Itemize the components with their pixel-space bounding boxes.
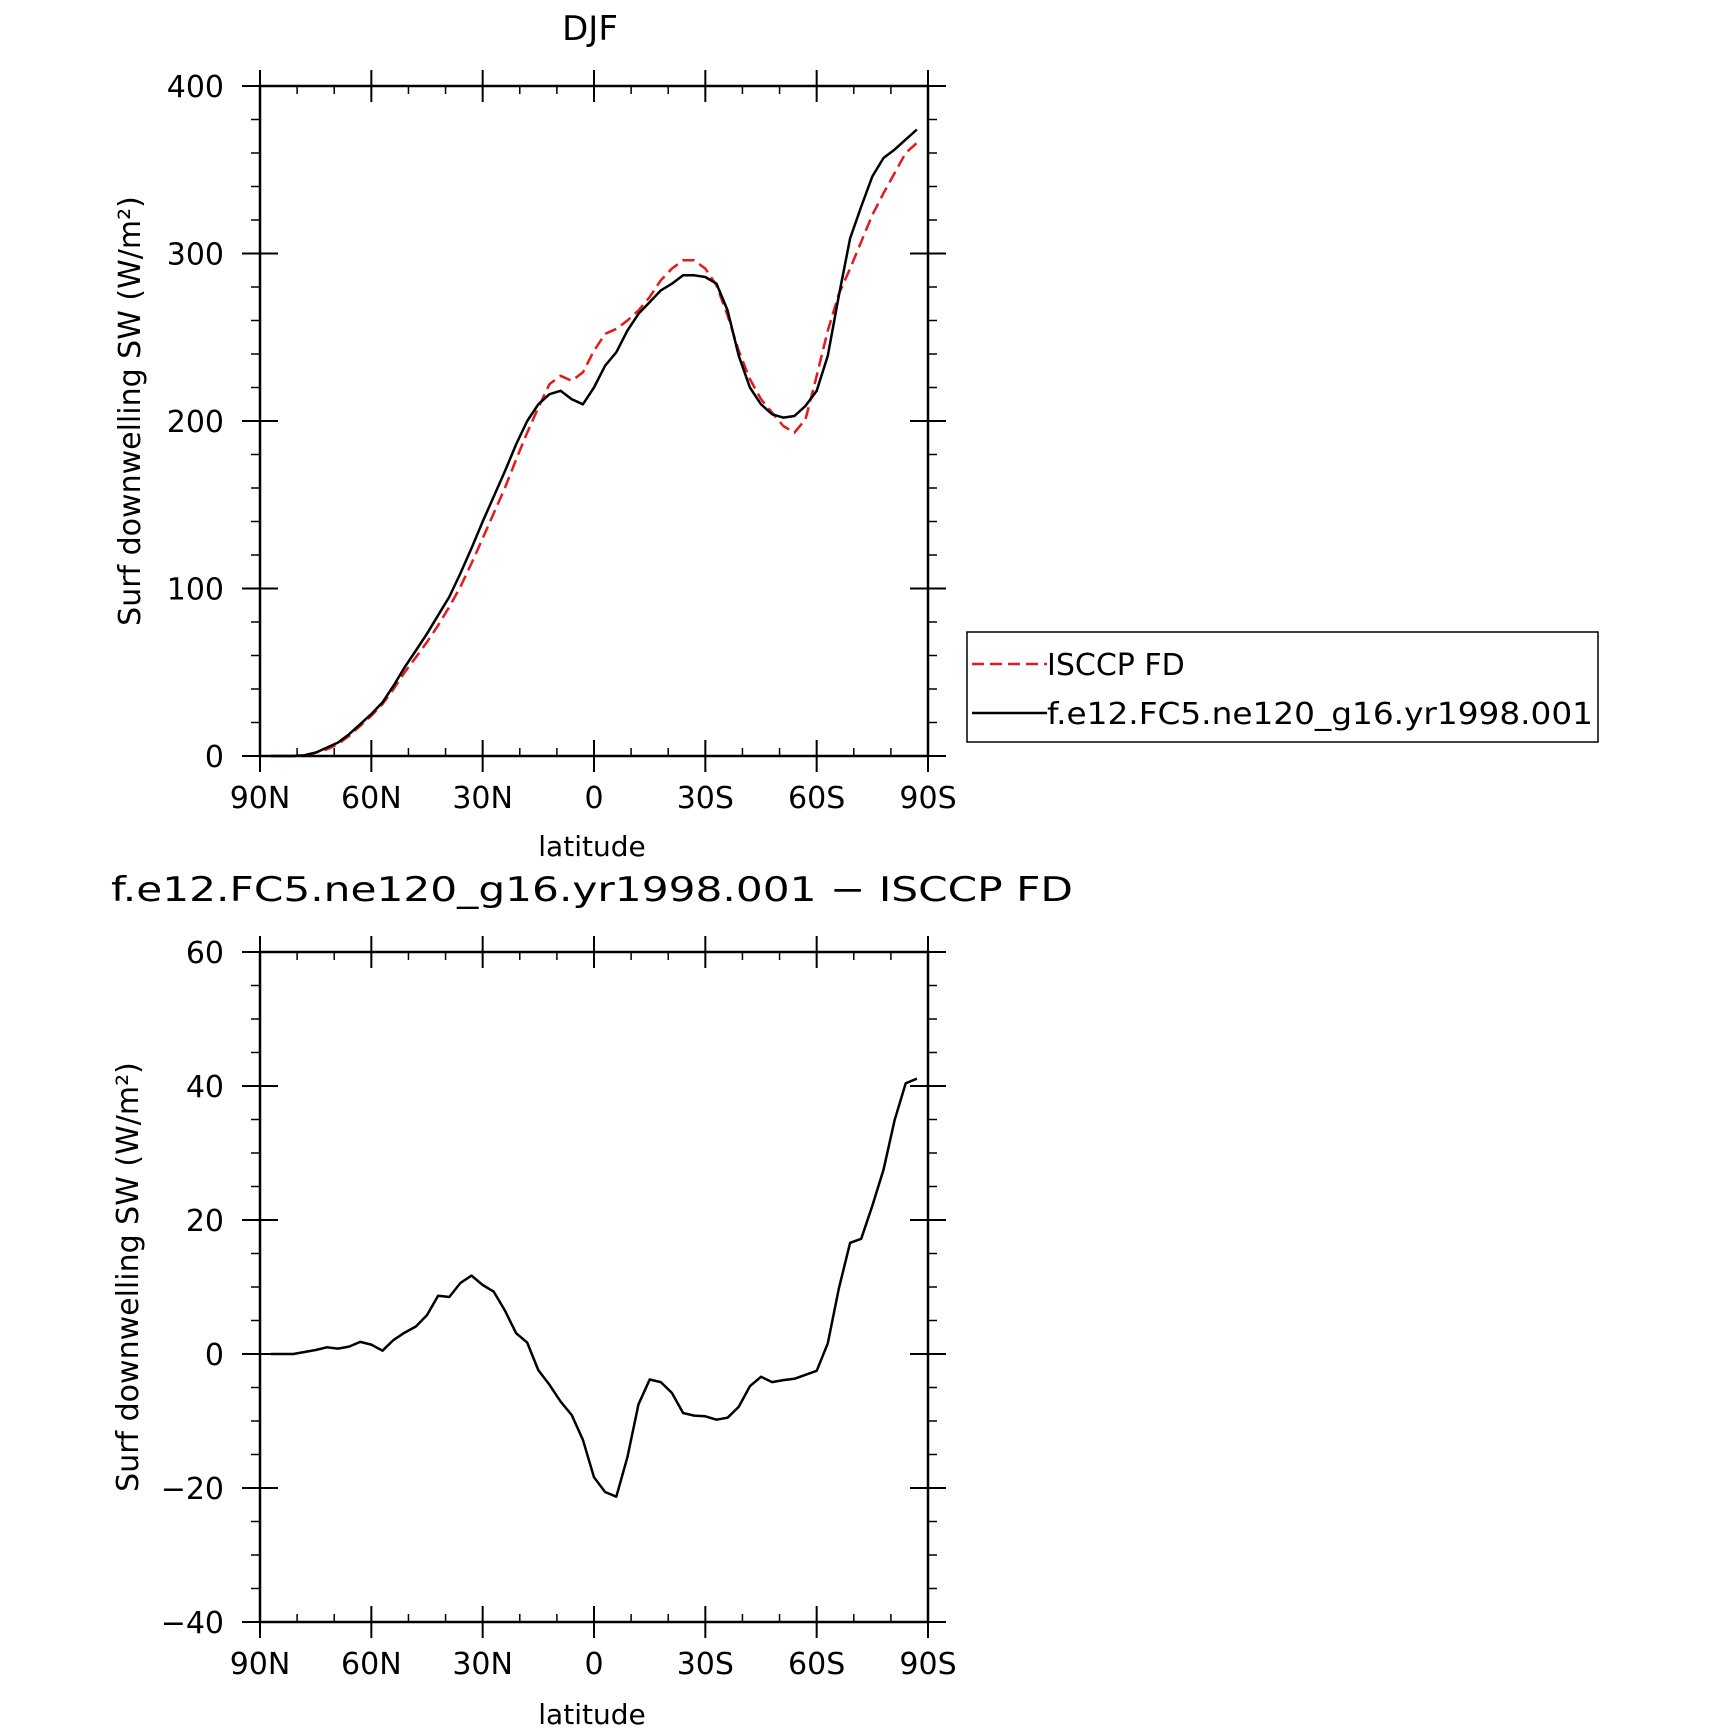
- top-y-axis-label: Surf downwelling SW (W/m²): [113, 196, 148, 626]
- top-x-tick-label: 60N: [341, 781, 402, 816]
- top-x-tick-label: 30N: [452, 781, 513, 816]
- top-y-tick-label: 400: [167, 70, 224, 105]
- legend: ISCCP FD f.e12.FC5.ne120_g16.yr1998.001: [966, 631, 1599, 743]
- bottom-x-tick-label: 60N: [341, 1647, 402, 1682]
- bottom-y-axis-label: Surf downwelling SW (W/m²): [111, 1062, 146, 1492]
- bottom-y-tick-label: 40: [186, 1070, 224, 1105]
- top-y-tick-label: 0: [205, 740, 224, 775]
- top-x-tick-label: 0: [584, 781, 603, 816]
- top-y-tick-label: 200: [167, 405, 224, 440]
- bottom-y-tick-label: −40: [161, 1606, 224, 1641]
- top-plot-area: 90N 60N 30N 0 30S 60S 90S 0 100 200 300 400: [167, 70, 957, 816]
- bottom-x-tick-label: 60S: [788, 1647, 845, 1682]
- top-x-tick-label: 60S: [788, 781, 845, 816]
- legend-box: [966, 631, 1599, 743]
- bottom-x-tick-label: 90S: [899, 1647, 956, 1682]
- bottom-y-tick-label: −20: [161, 1472, 224, 1507]
- bottom-x-tick-label: 30N: [452, 1647, 513, 1682]
- bottom-x-tick-label: 90N: [230, 1647, 291, 1682]
- bottom-y-tick-label: 20: [186, 1204, 224, 1239]
- top-chart-title: DJF: [562, 9, 618, 49]
- top-panel: DJF 90N 60N 30N 0 30S 60S 90S 0 100 200 300 400 lat…: [113, 9, 957, 863]
- bottom-x-axis-label: latitude: [538, 1698, 645, 1731]
- top-y-tick-label: 100: [167, 573, 224, 608]
- bottom-x-tick-label: 0: [584, 1647, 603, 1682]
- top-x-axis-label: latitude: [538, 830, 645, 863]
- top-x-tick-label: 90N: [230, 781, 291, 816]
- bottom-y-tick-label: 0: [205, 1338, 224, 1373]
- bottom-chart-title: f.e12.FC5.ne120_g16.yr1998.001 − ISCCP F…: [111, 870, 1073, 910]
- top-series-isccp-fd-line: [271, 141, 918, 758]
- legend-label-model: f.e12.FC5.ne120_g16.yr1998.001: [1047, 697, 1593, 732]
- bottom-plot-area: 90N 60N 30N 0 30S 60S 90S −40 −20 0 20 40 60: [161, 936, 957, 1682]
- top-series-model-line: [271, 128, 918, 758]
- top-y-tick-label: 300: [167, 238, 224, 273]
- bottom-y-tick-label: 60: [186, 936, 224, 971]
- legend-label-isccp: ISCCP FD: [1047, 648, 1185, 683]
- bottom-panel: f.e12.FC5.ne120_g16.yr1998.001 − ISCCP F…: [111, 870, 1073, 1731]
- top-x-tick-label: 90S: [899, 781, 956, 816]
- top-plot-frame: [258, 84, 930, 758]
- top-x-tick-label: 30S: [677, 781, 734, 816]
- bottom-x-tick-label: 30S: [677, 1647, 734, 1682]
- bottom-series-difference-line: [271, 1077, 918, 1498]
- bottom-plot-frame: [258, 950, 930, 1624]
